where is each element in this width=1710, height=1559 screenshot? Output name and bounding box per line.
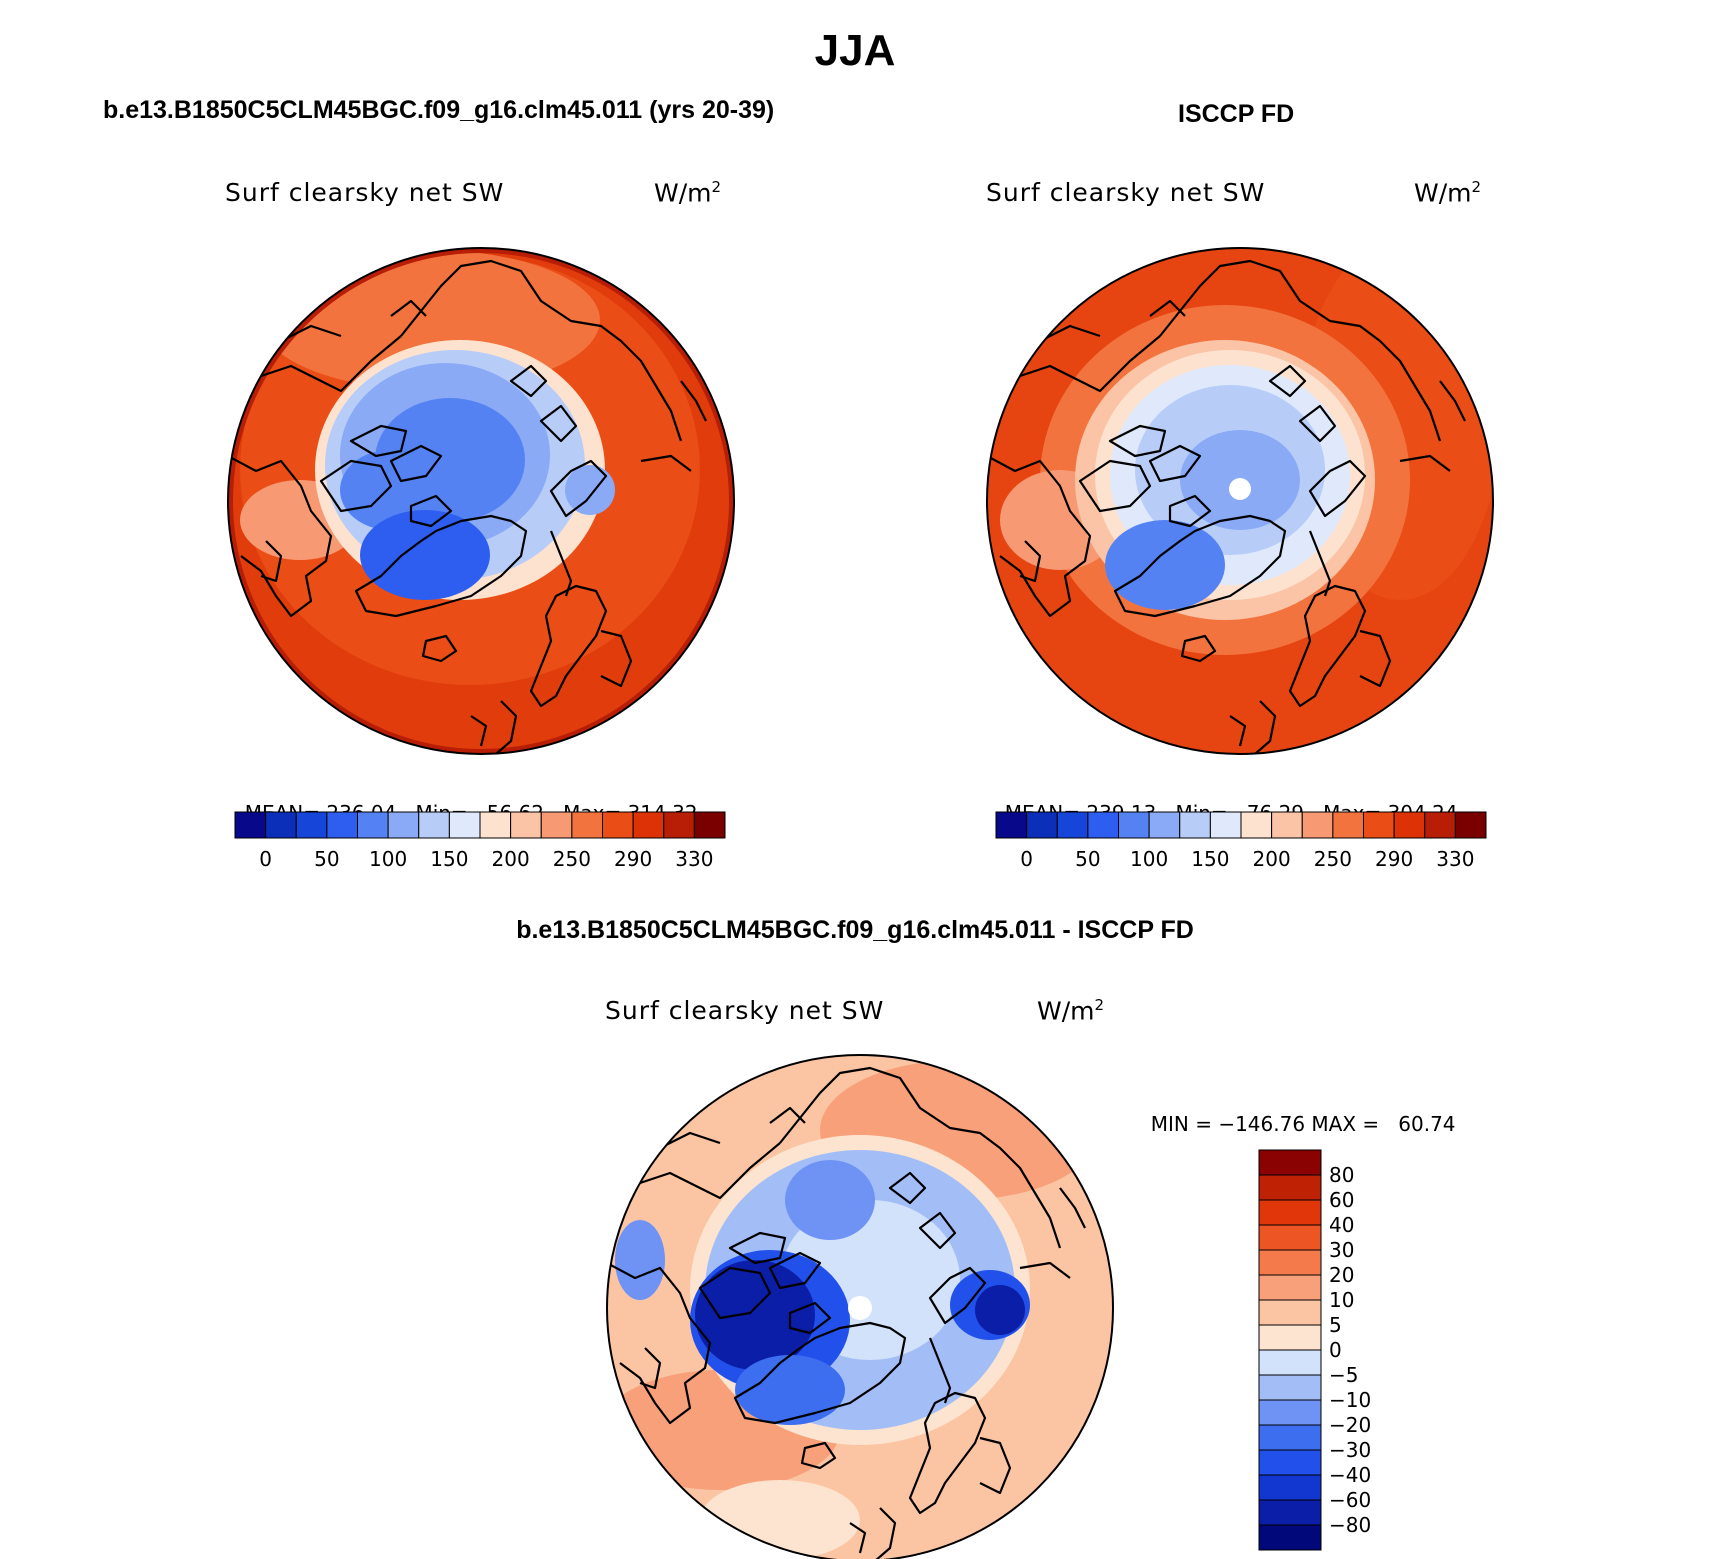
model-colorbar-tick-label: 250 (553, 847, 591, 871)
diff-colorbar-swatch (1258, 1349, 1322, 1376)
diff-variable-label: Surf clearsky net SW (605, 996, 885, 1025)
diff-panel-title: b.e13.B1850C5CLM45BGC.f09_g16.clm45.011 … (516, 916, 1194, 944)
model-colorbar-tick-label: 150 (430, 847, 468, 871)
obs-colorbar-swatch (1056, 811, 1089, 839)
obs-colorbar-swatch (1087, 811, 1119, 839)
model-colorbar-tick-label: 330 (675, 847, 713, 871)
diff-colorbar-swatch (1258, 1299, 1322, 1326)
diff-colorbar-tick-label: −40 (1329, 1463, 1371, 1487)
obs-panel-title: ISCCP FD (1178, 100, 1295, 128)
obs-colorbar: 0 50 100 150 200 250 290 330 (995, 811, 1487, 871)
diff-colorbar-tick-label: −5 (1329, 1363, 1358, 1387)
diff-colorbar-tick-label: −60 (1329, 1488, 1371, 1512)
obs-colorbar-swatch (1179, 811, 1211, 839)
model-panel-title: b.e13.B1850C5CLM45BGC.f09_g16.clm45.011 … (103, 96, 775, 124)
obs-colorbar-swatch (1363, 811, 1395, 839)
model-colorbar-tick-label: 50 (314, 847, 339, 871)
model-colorbar-swatch (357, 811, 389, 839)
diff-colorbar-tick-label: 30 (1329, 1238, 1354, 1262)
diff-minmax: MIN = −146.76 MAX = 60.74 (1150, 1112, 1456, 1136)
obs-colorbar-tick-label: 200 (1253, 847, 1291, 871)
obs-units-label: W/m2 (1414, 178, 1482, 208)
model-colorbar-swatch (602, 811, 634, 839)
diff-colorbar-tick-label: 80 (1329, 1163, 1354, 1187)
diff-colorbar-swatch (1258, 1374, 1322, 1401)
diff-colorbar-swatch (1258, 1249, 1322, 1276)
model-colorbar-swatch (295, 811, 328, 839)
diff-colorbar-tick-label: −10 (1329, 1388, 1371, 1412)
model-colorbar-swatch (234, 811, 267, 839)
diff-colorbar-swatch (1258, 1524, 1322, 1551)
model-colorbar-swatch (326, 811, 358, 839)
obs-colorbar-swatch (1209, 811, 1242, 839)
diff-colorbar-tick-label: 60 (1329, 1188, 1354, 1212)
diff-colorbar-swatch (1258, 1149, 1322, 1176)
model-colorbar-swatch (510, 811, 542, 839)
model-colorbar-swatch (632, 811, 665, 839)
obs-variable-label: Surf clearsky net SW (986, 178, 1266, 207)
obs-colorbar-swatch (995, 811, 1028, 839)
model-colorbar-tick-label: 0 (259, 847, 272, 871)
diff-colorbar-swatch (1258, 1174, 1322, 1201)
model-colorbar-swatch (693, 811, 726, 839)
obs-colorbar-tick-label: 250 (1314, 847, 1352, 871)
diff-colorbar-swatch (1258, 1199, 1322, 1226)
diff-colorbar-tick-label: −80 (1329, 1513, 1371, 1537)
diff-colorbar-tick-label: 0 (1329, 1338, 1342, 1362)
diff-colorbar-tick-label: −20 (1329, 1413, 1371, 1437)
page-title: JJA (814, 26, 896, 75)
diff-colorbar-swatch (1258, 1274, 1322, 1301)
obs-colorbar-tick-label: 100 (1130, 847, 1168, 871)
model-colorbar-swatch (265, 811, 297, 839)
model-colorbar-tick-label: 100 (369, 847, 407, 871)
model-variable-label: Surf clearsky net SW (225, 178, 505, 207)
obs-colorbar-swatch (1148, 811, 1181, 839)
diff-colorbar-tick-label: 10 (1329, 1288, 1354, 1312)
diff-map (607, 1055, 1113, 1559)
obs-colorbar-swatch (1240, 811, 1273, 839)
diff-colorbar-tick-label: 20 (1329, 1263, 1354, 1287)
diff-colorbar-swatch (1258, 1399, 1322, 1426)
diff-colorbar-swatch (1258, 1224, 1322, 1251)
obs-colorbar-swatch (1301, 811, 1334, 839)
model-map (228, 248, 734, 754)
obs-colorbar-swatch (1271, 811, 1303, 839)
diff-colorbar-tick-label: 40 (1329, 1213, 1354, 1237)
model-colorbar-swatch (448, 811, 481, 839)
obs-colorbar-swatch (1118, 811, 1150, 839)
diff-colorbar-swatch (1258, 1424, 1322, 1451)
obs-colorbar-tick-label: 290 (1375, 847, 1413, 871)
model-colorbar-tick-label: 290 (614, 847, 652, 871)
diff-units-label: W/m2 (1037, 996, 1105, 1026)
model-colorbar-swatch (540, 811, 573, 839)
model-colorbar-swatch (571, 811, 603, 839)
obs-colorbar-swatch (1424, 811, 1456, 839)
diff-colorbar-swatch (1258, 1474, 1322, 1501)
obs-colorbar-tick-label: 0 (1020, 847, 1033, 871)
model-colorbar: 0 50 100 150 200 250 290 330 (234, 811, 726, 871)
diff-colorbar-swatch (1258, 1449, 1322, 1476)
model-colorbar-swatch (418, 811, 450, 839)
diff-colorbar-tick-label: 5 (1329, 1313, 1342, 1337)
model-units-label: W/m2 (654, 178, 722, 208)
obs-colorbar-swatch (1393, 811, 1426, 839)
obs-colorbar-tick-label: 330 (1436, 847, 1474, 871)
diff-colorbar-tick-label: −30 (1329, 1438, 1371, 1462)
model-colorbar-swatch (479, 811, 512, 839)
diff-colorbar-swatch (1258, 1499, 1322, 1526)
obs-colorbar-tick-label: 150 (1191, 847, 1229, 871)
obs-colorbar-swatch (1454, 811, 1487, 839)
diff-colorbar-swatch (1258, 1324, 1322, 1351)
model-colorbar-swatch (663, 811, 695, 839)
model-colorbar-swatch (387, 811, 420, 839)
model-colorbar-tick-label: 200 (492, 847, 530, 871)
obs-colorbar-swatch (1332, 811, 1364, 839)
obs-colorbar-swatch (1026, 811, 1058, 839)
obs-colorbar-tick-label: 50 (1075, 847, 1100, 871)
